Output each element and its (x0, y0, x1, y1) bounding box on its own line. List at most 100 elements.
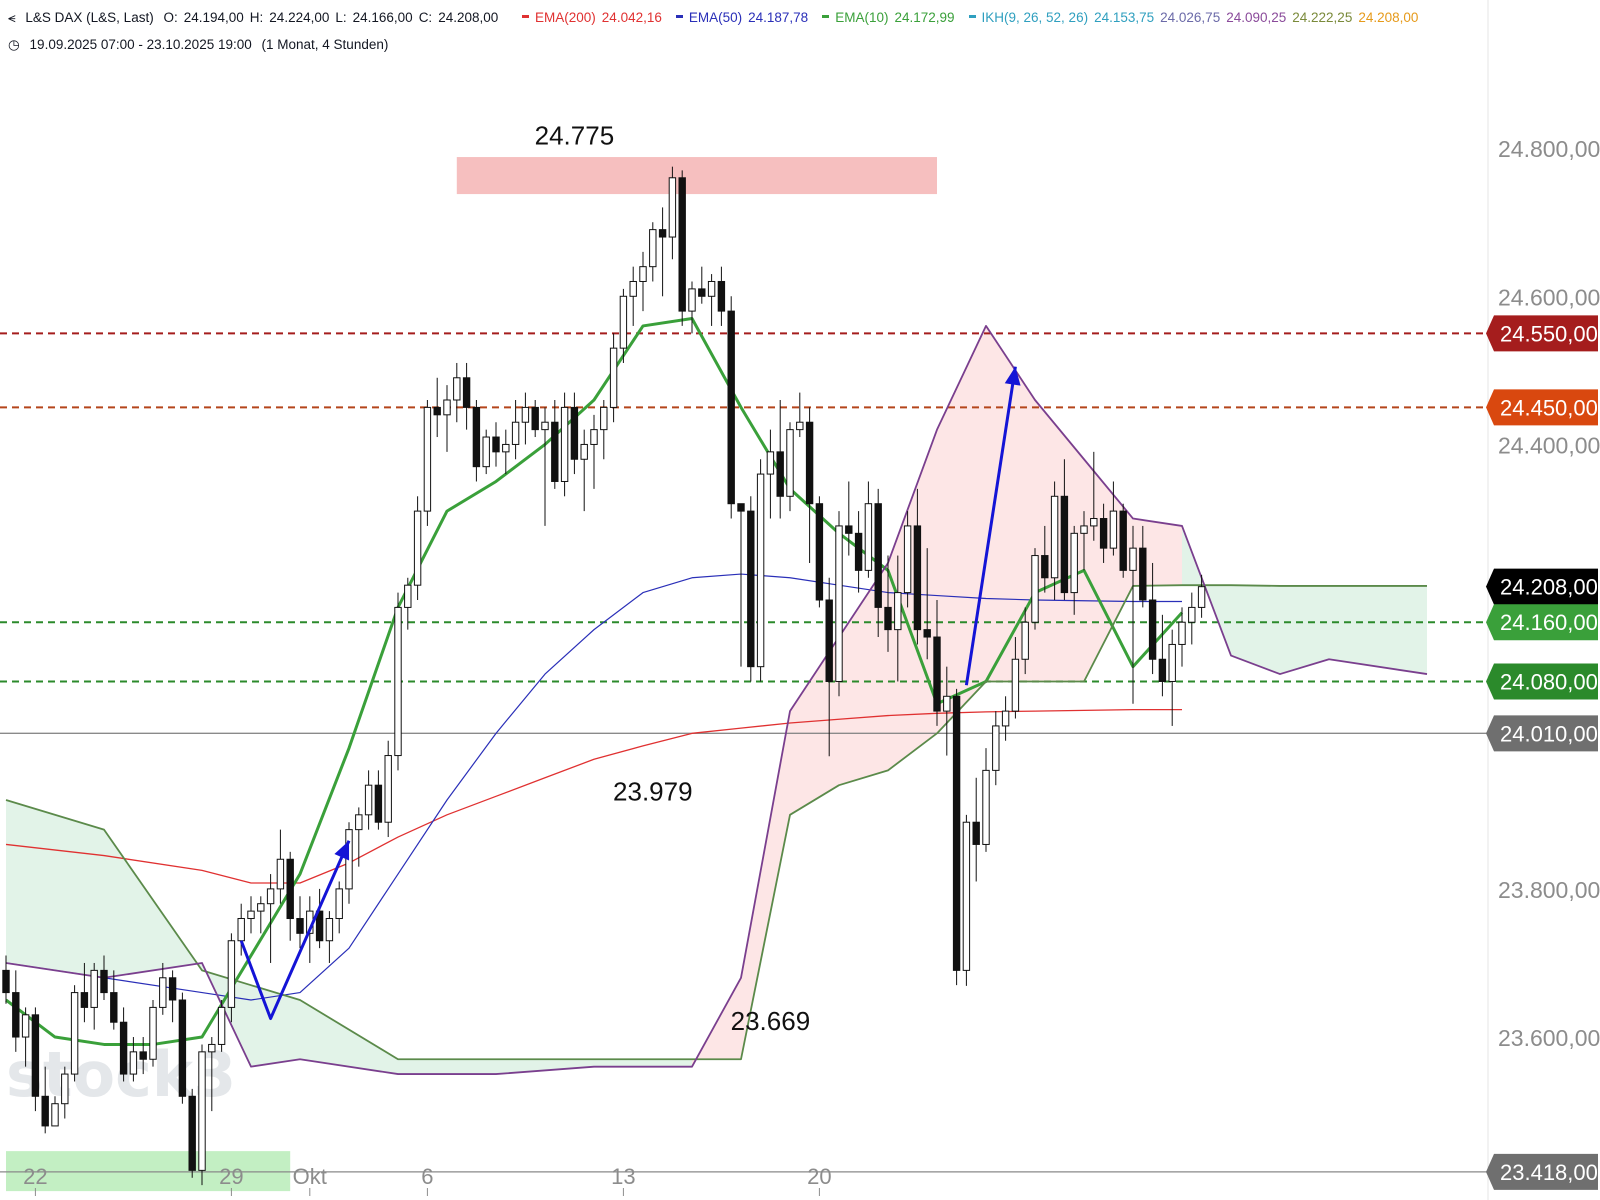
candle-body[interactable] (237, 918, 245, 942)
candle-body[interactable] (21, 1014, 30, 1038)
candle-body[interactable] (502, 443, 510, 453)
candle-body[interactable] (1060, 495, 1069, 594)
candle-body[interactable] (668, 177, 677, 238)
candle-body[interactable] (825, 599, 833, 682)
candle-body[interactable] (1021, 621, 1029, 660)
indicator-name[interactable]: EMA(10) (835, 10, 889, 25)
indicator-name[interactable]: IKH(9, 26, 52, 26) (981, 10, 1089, 25)
candle-body[interactable] (247, 910, 255, 920)
candle-body[interactable] (482, 436, 490, 468)
candle-body[interactable] (835, 525, 843, 682)
candle-body[interactable] (511, 421, 520, 445)
candle-body[interactable] (1197, 586, 1206, 608)
candle-body[interactable] (776, 451, 784, 497)
candle-body[interactable] (541, 421, 549, 431)
candle-body[interactable] (423, 406, 432, 512)
candle-body[interactable] (698, 288, 706, 297)
price-label-badge[interactable]: 24.450,00 (1486, 389, 1598, 426)
candle-body[interactable] (159, 977, 167, 1008)
candle-body[interactable] (580, 443, 588, 460)
candle-body[interactable] (374, 784, 383, 823)
candle-body[interactable] (815, 503, 824, 601)
indicator-name[interactable]: EMA(50) (688, 10, 743, 25)
candle-body[interactable] (325, 918, 334, 942)
candle-body[interactable] (404, 584, 412, 608)
candle-body[interactable] (1119, 510, 1127, 571)
series-line-senkou-b[interactable] (5, 325, 1428, 1075)
candle-body[interactable] (80, 992, 89, 1008)
candle-body[interactable] (453, 377, 461, 401)
candle-body[interactable] (217, 1006, 226, 1045)
candle-body[interactable] (972, 821, 980, 845)
candle-body[interactable] (384, 755, 392, 823)
indicator-name[interactable]: EMA(200) (535, 10, 596, 25)
candle-body[interactable] (805, 421, 814, 505)
trend-arrow[interactable] (964, 366, 1017, 686)
candle-body[interactable] (1099, 518, 1108, 549)
candle-body[interactable] (1090, 518, 1098, 527)
candle-body[interactable] (462, 377, 471, 408)
candle-body[interactable] (982, 769, 990, 845)
candle-body[interactable] (12, 992, 20, 1038)
candle-body[interactable] (1178, 621, 1186, 645)
candle-body[interactable] (962, 821, 971, 971)
candle-body[interactable] (1109, 510, 1118, 549)
candle-body[interactable] (90, 969, 98, 1008)
candle-body[interactable] (737, 503, 745, 512)
candle-body[interactable] (188, 1095, 196, 1171)
candle-body[interactable] (31, 1014, 40, 1097)
candle-body[interactable] (51, 1103, 59, 1127)
candle-body[interactable] (472, 406, 481, 468)
candle-body[interactable] (688, 288, 696, 312)
candle-body[interactable] (658, 229, 667, 238)
candle-body[interactable] (296, 918, 304, 934)
candle-body[interactable] (1168, 643, 1176, 682)
candle-body[interactable] (864, 503, 873, 571)
candle-body[interactable] (551, 421, 559, 482)
candle-body[interactable] (227, 940, 236, 1008)
candle-body[interactable] (100, 969, 108, 994)
candle-body[interactable] (943, 695, 951, 712)
candle-body[interactable] (933, 636, 941, 712)
candle-body[interactable] (266, 888, 275, 905)
candle-body[interactable] (619, 295, 628, 349)
candle-body[interactable] (139, 1051, 147, 1060)
candle-body[interactable] (521, 406, 530, 423)
candle-body[interactable] (364, 784, 373, 816)
candle-body[interactable] (1158, 658, 1167, 682)
candle-body[interactable] (649, 229, 657, 268)
candle-body[interactable] (678, 177, 686, 312)
candle-body[interactable] (198, 1051, 206, 1171)
candle-body[interactable] (570, 406, 579, 460)
candle-body[interactable] (707, 280, 716, 297)
candle-body[interactable] (629, 280, 637, 297)
candle-body[interactable] (394, 606, 402, 757)
candle-body[interactable] (355, 814, 363, 831)
price-label-badge[interactable]: 24.010,00 (1486, 715, 1598, 752)
candle-body[interactable] (786, 429, 794, 497)
candle-body[interactable] (639, 266, 647, 282)
candle-body[interactable] (766, 451, 775, 475)
candle-body[interactable] (443, 399, 451, 416)
candle-body[interactable] (1031, 555, 1039, 623)
price-label-badge[interactable]: 24.080,00 (1486, 663, 1598, 700)
candle-body[interactable] (1041, 555, 1049, 579)
candle-body[interactable] (796, 421, 804, 431)
candle-body[interactable] (1139, 547, 1147, 601)
candle-body[interactable] (952, 695, 961, 971)
candle-body[interactable] (129, 1051, 138, 1075)
candle-body[interactable] (119, 1021, 128, 1075)
candle-body[interactable] (1070, 532, 1078, 594)
trend-arrow[interactable] (239, 840, 351, 1021)
candle-body[interactable] (884, 606, 892, 631)
candle-body[interactable] (609, 347, 618, 408)
candle-body[interactable] (913, 525, 922, 631)
candle-body[interactable] (1188, 606, 1196, 623)
candle-body[interactable] (335, 888, 343, 920)
candle-body[interactable] (923, 629, 931, 638)
candle-body[interactable] (992, 725, 1000, 771)
chart-type-icon[interactable]: ⪪ (8, 10, 16, 25)
candle-body[interactable] (433, 406, 441, 416)
